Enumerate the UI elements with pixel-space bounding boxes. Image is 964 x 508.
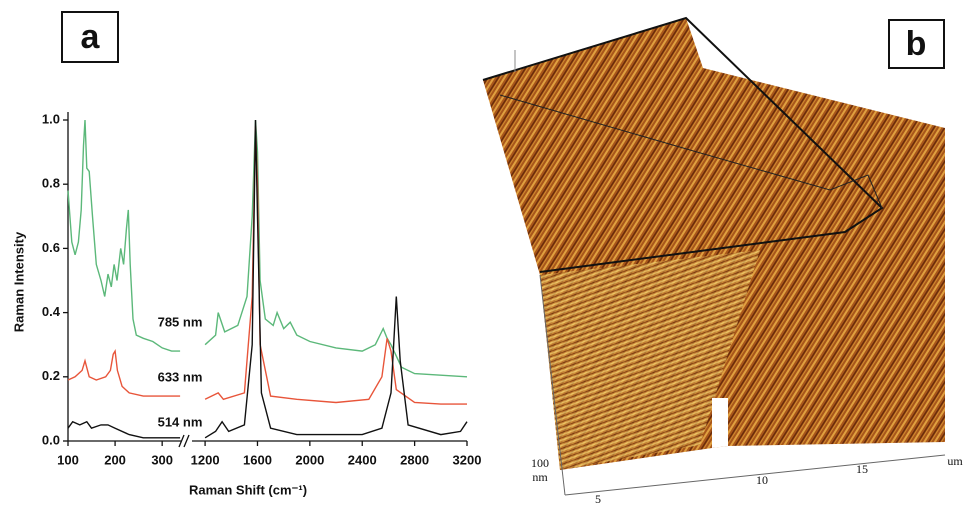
afm-axis [539,274,566,496]
x-tick-label: 2400 [348,452,377,467]
afm-image: 100 nm 5 10 15 um [482,16,963,506]
x-tick-label: 200 [104,452,126,467]
x-tick-label: 100 [57,452,79,467]
afm-gap [712,398,728,448]
series-line [67,119,181,352]
x-tick-label: 2000 [295,452,324,467]
axis-break [183,434,190,448]
afm-z-tick: 100 [531,456,549,470]
x-tick-label: 2800 [400,452,429,467]
panel-label: a [81,18,101,56]
series-line [204,119,468,378]
series-label: 633 nm [158,369,203,384]
series-label: 785 nm [158,314,203,329]
afm-tick: 15 [856,462,868,476]
series-line [67,420,181,439]
x-tick-label: 1200 [191,452,220,467]
y-axis-title: Raman Intensity [11,231,26,332]
afm-tick: 10 [756,473,768,487]
series-line [67,348,181,397]
y-tick-label: 0.8 [42,176,60,191]
series-line [204,119,468,439]
afm-z-unit: nm [532,470,548,484]
y-tick-label: 0.2 [42,368,60,383]
afm-unit: um [947,454,963,468]
afm-tick: 5 [595,492,601,506]
zoom-outline-inner [499,94,883,209]
x-axis-title: Raman Shift (cm⁻¹) [189,482,307,497]
afm-front-face [540,250,760,470]
x-tick-label: 300 [151,452,173,467]
axis-break [178,434,185,448]
panel-label-box [61,11,119,63]
afm-axis [564,454,946,496]
y-tick-label: 1.0 [42,111,60,126]
series-label: 514 nm [158,414,203,429]
panel-label-box [888,19,945,69]
y-tick-label: 0.6 [42,240,60,255]
y-tick-label: 0.0 [42,432,60,447]
x-tick-label: 3200 [453,452,482,467]
series-line [204,126,467,405]
panel-label: b [906,25,927,63]
x-tick-label: 1600 [243,452,272,467]
y-tick-label: 0.4 [42,304,61,319]
